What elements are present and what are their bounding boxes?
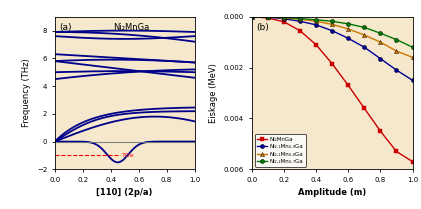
- Legend: Ni₂MnGa, Ni₂.₁Mn₀.₉Ga, Ni₂.₂Mn₀.₈Ga, Ni₂.₂Mn₀.₇Ga: Ni₂MnGa, Ni₂.₁Mn₀.₉Ga, Ni₂.₂Mn₀.₈Ga, Ni₂…: [255, 134, 306, 167]
- Ni₂MnGa: [249, 15, 254, 18]
- Ni₂.₂Mn₀.₇Ga: [281, 16, 286, 19]
- Ni₂.₁Mn₀.₉Ga: [330, 29, 335, 32]
- Ni₂MnGa: [330, 62, 335, 65]
- Ni₂.₂Mn₀.₇Ga: [249, 15, 254, 18]
- Ni₂MnGa: [378, 130, 383, 133]
- Ni₂.₂Mn₀.₈Ga: [378, 41, 383, 43]
- Ni₂.₁Mn₀.₉Ga: [265, 16, 270, 18]
- Ni₂.₁Mn₀.₉Ga: [249, 15, 254, 18]
- Ni₂.₂Mn₀.₈Ga: [362, 34, 367, 36]
- Ni₂.₂Mn₀.₈Ga: [346, 28, 351, 30]
- Ni₂.₂Mn₀.₇Ga: [394, 38, 399, 41]
- Line: Ni₂.₁Mn₀.₉Ga: Ni₂.₁Mn₀.₉Ga: [250, 15, 415, 82]
- Y-axis label: Frequency (THz): Frequency (THz): [22, 59, 31, 127]
- Text: TGe: TGe: [122, 153, 134, 158]
- Ni₂MnGa: [314, 43, 319, 46]
- Line: Ni₂MnGa: Ni₂MnGa: [250, 15, 415, 164]
- Y-axis label: Eiskage (MeV): Eiskage (MeV): [209, 63, 218, 123]
- Ni₂.₂Mn₀.₇Ga: [330, 20, 335, 23]
- Ni₂.₂Mn₀.₇Ga: [346, 23, 351, 25]
- Text: (b): (b): [256, 23, 269, 32]
- Text: (a): (a): [59, 23, 72, 32]
- Ni₂.₁Mn₀.₉Ga: [362, 46, 367, 48]
- X-axis label: Amplitude (m): Amplitude (m): [298, 189, 366, 198]
- Ni₂.₂Mn₀.₇Ga: [410, 46, 415, 48]
- X-axis label: [110] (2p/a): [110] (2p/a): [96, 189, 153, 198]
- Ni₂.₂Mn₀.₇Ga: [265, 16, 270, 18]
- Ni₂.₂Mn₀.₈Ga: [281, 17, 286, 19]
- Ni₂MnGa: [281, 20, 286, 23]
- Ni₂.₂Mn₀.₈Ga: [265, 16, 270, 18]
- Ni₂.₂Mn₀.₈Ga: [394, 50, 399, 52]
- Line: Ni₂.₂Mn₀.₈Ga: Ni₂.₂Mn₀.₈Ga: [250, 15, 415, 60]
- Line: Ni₂.₂Mn₀.₇Ga: Ni₂.₂Mn₀.₇Ga: [250, 15, 415, 49]
- Ni₂.₂Mn₀.₈Ga: [330, 23, 335, 26]
- Ni₂.₂Mn₀.₇Ga: [378, 32, 383, 34]
- Ni₂.₂Mn₀.₇Ga: [362, 26, 367, 29]
- Ni₂.₂Mn₀.₈Ga: [410, 56, 415, 59]
- Ni₂MnGa: [346, 84, 351, 87]
- Ni₂MnGa: [265, 17, 270, 19]
- Ni₂MnGa: [362, 107, 367, 110]
- Ni₂MnGa: [298, 29, 303, 32]
- Ni₂.₁Mn₀.₉Ga: [346, 37, 351, 40]
- Ni₂MnGa: [410, 161, 415, 163]
- Ni₂.₁Mn₀.₉Ga: [281, 18, 286, 20]
- Ni₂.₂Mn₀.₇Ga: [298, 17, 303, 20]
- Ni₂.₂Mn₀.₈Ga: [314, 20, 319, 23]
- Ni₂.₂Mn₀.₇Ga: [314, 19, 319, 21]
- Text: Ni₂MnGa: Ni₂MnGa: [114, 23, 150, 32]
- Ni₂.₁Mn₀.₉Ga: [378, 57, 383, 60]
- Ni₂.₂Mn₀.₈Ga: [249, 15, 254, 18]
- Ni₂.₂Mn₀.₈Ga: [298, 18, 303, 20]
- Ni₂.₁Mn₀.₉Ga: [394, 69, 399, 71]
- Ni₂MnGa: [394, 150, 399, 153]
- Ni₂.₁Mn₀.₉Ga: [298, 20, 303, 23]
- Ni₂.₁Mn₀.₉Ga: [410, 79, 415, 82]
- Ni₂.₁Mn₀.₉Ga: [314, 24, 319, 26]
